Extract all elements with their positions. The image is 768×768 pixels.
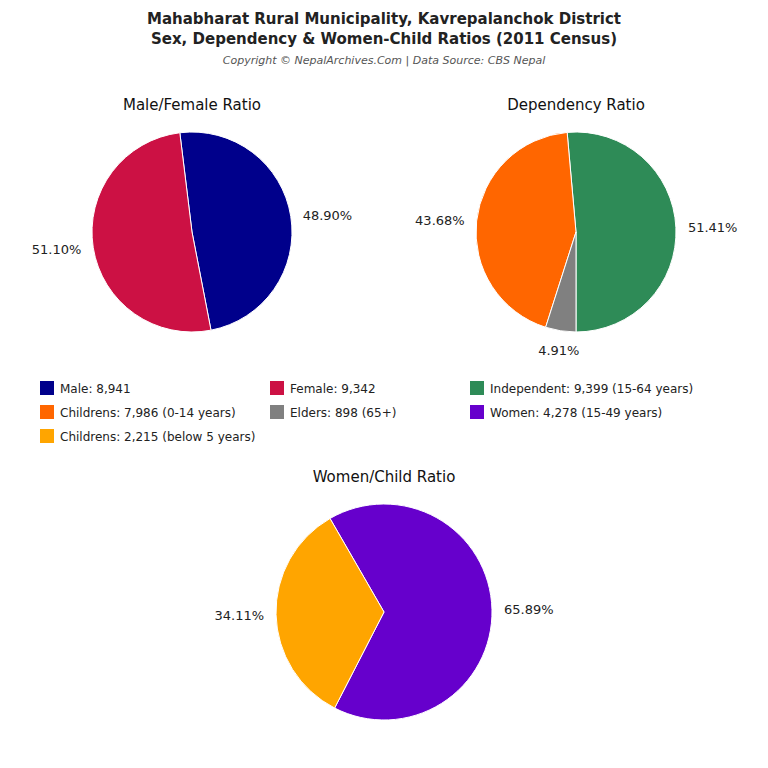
pie-slice <box>567 132 676 332</box>
legend-swatch <box>470 405 484 419</box>
data-label: 51.41% <box>688 220 738 235</box>
data-label: 34.11% <box>214 608 264 623</box>
pie-slice <box>92 133 211 332</box>
legend-entry: Elders: 898 (65+) <box>290 406 396 420</box>
legend-swatch <box>470 381 484 395</box>
pie <box>476 132 676 332</box>
data-label: 4.91% <box>538 343 579 358</box>
pie <box>92 132 292 332</box>
pie-slice <box>546 232 576 332</box>
legend-entry: Women: 4,278 (15-49 years) <box>490 406 662 420</box>
pie-title: Women/Child Ratio <box>313 468 456 486</box>
legend-swatch <box>270 405 284 419</box>
legend-entry: Childrens: 2,215 (below 5 years) <box>60 430 255 444</box>
data-label: 48.90% <box>303 208 353 223</box>
pie-title: Male/Female Ratio <box>123 96 261 114</box>
legend-entry: Independent: 9,399 (15-64 years) <box>490 382 693 396</box>
data-label: 51.10% <box>32 242 82 257</box>
legend-swatch <box>40 405 54 419</box>
legend-entry: Female: 9,342 <box>290 382 376 396</box>
legend-entry: Childrens: 7,986 (0-14 years) <box>60 406 236 420</box>
legend-swatch <box>40 429 54 443</box>
subtitle: Sex, Dependency & Women-Child Ratios (20… <box>151 30 617 48</box>
pie-title: Dependency Ratio <box>507 96 645 114</box>
legend-swatch <box>40 381 54 395</box>
pie-slice <box>276 518 384 708</box>
chart-root: Mahabharat Rural Municipality, Kavrepala… <box>0 0 768 768</box>
data-label: 65.89% <box>504 602 554 617</box>
data-label: 43.68% <box>415 213 465 228</box>
legend-entry: Male: 8,941 <box>60 382 131 396</box>
annotation: Copyright © NepalArchives.Com | Data Sou… <box>223 54 545 67</box>
title: Mahabharat Rural Municipality, Kavrepala… <box>147 10 621 28</box>
legend-swatch <box>270 381 284 395</box>
pie <box>276 504 492 720</box>
